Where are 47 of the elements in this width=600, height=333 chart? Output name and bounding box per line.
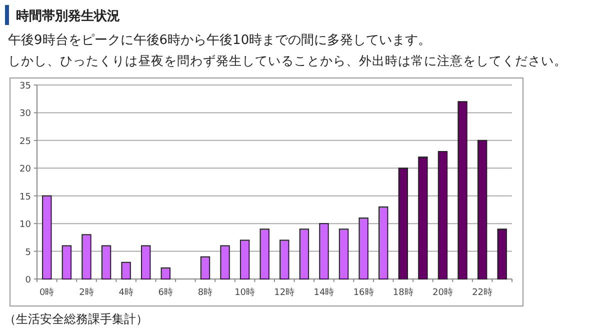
- y-tick-label: 25: [20, 136, 31, 147]
- bar: [477, 140, 488, 280]
- text: （生活安全総務課手集計）: [4, 312, 148, 326]
- bar: [160, 267, 170, 280]
- bar: [319, 223, 329, 280]
- x-tick-label: 0時: [40, 287, 54, 298]
- text: しかし、ひったくりは昼夜を問わず発生していることから、外出時は常に注意をしてください。: [8, 53, 567, 68]
- x-tick-label: 16時: [353, 287, 374, 298]
- x-tick-label: 22時: [472, 287, 493, 298]
- bar: [338, 228, 349, 280]
- y-tick-label: 5: [25, 248, 31, 258]
- bar: [220, 245, 230, 280]
- bar: [101, 245, 112, 280]
- bar: [378, 206, 388, 280]
- bar: [260, 228, 270, 280]
- chart-title: 時間帯別発生状況: [16, 9, 120, 24]
- x-tick-label: 14時: [314, 287, 334, 298]
- bar: [497, 228, 507, 280]
- bar: [82, 234, 92, 280]
- bar: [438, 151, 448, 280]
- y-tick-label: 10: [20, 220, 32, 230]
- y-tick-label: 30: [20, 109, 32, 120]
- bar: [398, 168, 408, 280]
- x-tick-label: 2時: [79, 287, 94, 298]
- x-tick-label: 8時: [198, 287, 213, 298]
- bar: [458, 101, 468, 280]
- x-tick-label: 18時: [392, 287, 414, 298]
- chart-subtitle: 午後9時台をピークに午後6時から午後10時までの間に多発しています。: [8, 33, 432, 48]
- y-tick-label: 15: [20, 192, 31, 202]
- bar: [418, 156, 428, 280]
- bar: [358, 218, 368, 280]
- x-tick-label: 20時: [432, 287, 453, 298]
- bar: [200, 256, 210, 280]
- x-tick-label: 4時: [118, 287, 134, 298]
- x-tick-label: 10時: [234, 287, 256, 298]
- bar: [280, 240, 290, 280]
- y-tick-label: 0: [25, 276, 32, 286]
- bar: [62, 245, 72, 280]
- bar: [299, 228, 310, 280]
- y-tick-label: 35: [20, 82, 31, 92]
- bar: [121, 262, 131, 280]
- bar: [240, 240, 250, 280]
- y-tick-label: 20: [20, 164, 32, 175]
- bar: [42, 195, 52, 280]
- bar: [141, 245, 151, 280]
- x-tick-label: 6時: [158, 287, 174, 298]
- x-tick-label: 12時: [274, 287, 295, 298]
